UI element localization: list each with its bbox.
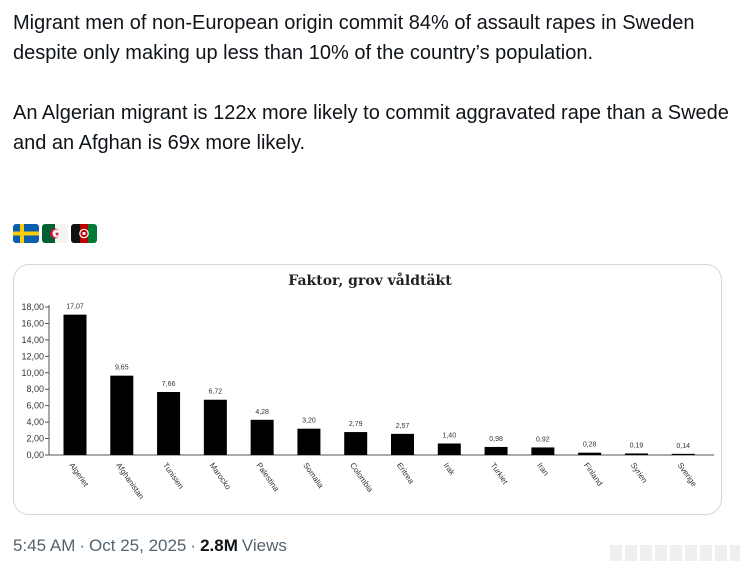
category-label: Tunisien	[161, 461, 186, 491]
data-label: 0,19	[630, 442, 644, 449]
y-tick-label: 14,00	[21, 335, 44, 345]
bar	[391, 433, 414, 455]
category-label: Iran	[535, 461, 550, 477]
data-label: 2,57	[396, 423, 410, 430]
bar	[203, 399, 227, 455]
bar	[297, 428, 321, 455]
category-label: Palestina	[255, 461, 282, 494]
category-label: Sverige	[676, 461, 699, 489]
views-label: Views	[241, 536, 287, 555]
meta-separator: ·	[190, 536, 197, 555]
meta-separator: ·	[79, 536, 86, 555]
afghanistan-flag-icon	[71, 224, 97, 243]
y-tick-label: 2,00	[26, 434, 44, 444]
bar	[110, 375, 134, 455]
bar	[157, 392, 181, 455]
views-count[interactable]: 2.8M	[200, 536, 238, 555]
bar	[671, 453, 695, 455]
watermark-stamp	[610, 545, 740, 561]
algeria-flag-icon	[42, 224, 68, 243]
data-label: 3,20	[302, 418, 316, 425]
y-tick-label: 10,00	[21, 368, 44, 378]
media-card[interactable]: Faktor, grov våldtäkt 0,00 2,00 4,00 6,00 8,…	[13, 264, 722, 515]
y-tick-label: 8,00	[26, 384, 44, 394]
category-label: Algeriet	[67, 461, 90, 489]
data-label: 0,28	[583, 442, 597, 449]
category-label: Somalia	[301, 461, 325, 490]
y-tick-label: 4,00	[26, 417, 44, 427]
bar	[250, 419, 274, 455]
bar	[63, 314, 87, 455]
y-tick-label: 16,00	[21, 318, 44, 328]
data-label: 17,07	[66, 304, 84, 311]
tweet-time[interactable]: 5:45 AM	[13, 536, 76, 555]
y-tick-label: 6,00	[26, 401, 44, 411]
tweet-date[interactable]: Oct 25, 2025	[89, 536, 187, 555]
chart-title: Faktor, grov våldtäkt	[288, 271, 452, 289]
data-label: 6,72	[209, 389, 223, 396]
category-label: Syrien	[629, 461, 649, 485]
tweet-text: Migrant men of non-European origin commi…	[13, 8, 733, 158]
data-label: 0,92	[536, 436, 550, 443]
category-label: Afghanistan	[114, 461, 146, 501]
bar	[531, 447, 555, 455]
category-label: Irak	[442, 461, 458, 478]
category-label: Colombia	[348, 461, 375, 494]
bar	[437, 443, 461, 455]
data-label: 1,40	[442, 432, 456, 439]
tweet-paragraph-1: Migrant men of non-European origin commi…	[13, 12, 695, 64]
bar	[578, 452, 602, 455]
bar-chart: Faktor, grov våldtäkt 0,00 2,00 4,00 6,00 8,…	[21, 271, 714, 501]
data-label: 9,65	[115, 365, 129, 372]
y-tick-label: 18,00	[21, 302, 44, 312]
data-label: 4,28	[255, 409, 269, 416]
bar	[484, 446, 508, 455]
category-label: Eritrea	[395, 461, 416, 486]
data-label: 7,66	[162, 381, 176, 388]
bar	[624, 453, 648, 455]
y-tick-label: 12,00	[21, 351, 44, 361]
data-label: 0,14	[676, 443, 690, 450]
tweet-meta: 5:45 AM · Oct 25, 2025 · 2.8M Views	[13, 536, 287, 556]
category-label: Finland	[582, 461, 604, 488]
category-label: Marocko	[208, 461, 233, 492]
category-label: Turkiet	[488, 461, 510, 487]
tweet-paragraph-2: An Algerian migrant is 122x more likely …	[13, 102, 729, 154]
data-label: 0,98	[489, 436, 503, 443]
sweden-flag-icon	[13, 224, 39, 243]
data-label: 2,79	[349, 421, 363, 428]
flag-emojis	[13, 224, 97, 243]
y-tick-label: 0,00	[26, 450, 44, 460]
bar	[344, 432, 368, 455]
